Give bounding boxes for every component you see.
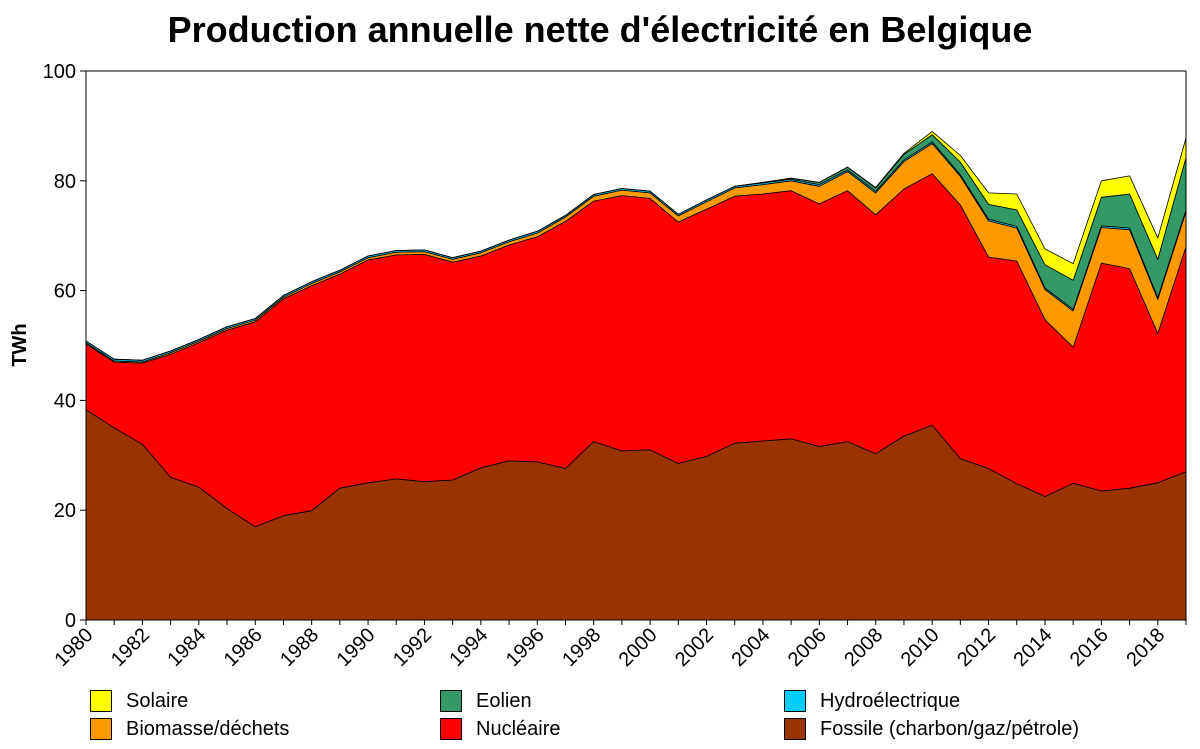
legend-label-hydro: Hydroélectrique [820,689,961,712]
legend-swatch-biomasse [90,718,112,740]
legend-swatch-fossile [784,718,806,740]
legend-item-eolien: Eolien [440,687,532,715]
x-tick-label: 2012 [953,624,1000,671]
legend-label-eolien: Eolien [476,689,532,712]
x-tick-label: 2000 [615,624,662,671]
x-tick-label: 1982 [107,624,154,671]
x-tick-label: 2006 [784,624,831,671]
plot-frame [85,70,1187,621]
legend: Solaire Biomasse/déchets Eolien Nucléair… [0,686,1200,746]
legend-label-fossile: Fossile (charbon/gaz/pétrole) [820,717,1080,740]
x-tick-label: 1994 [445,624,492,671]
y-tick-label: 0 [65,610,76,632]
legend-label-biomasse: Biomasse/déchets [126,717,290,740]
y-tick-label: 80 [54,171,76,193]
legend-swatch-solaire [90,690,112,712]
x-tick-label: 1990 [333,624,380,671]
x-tick-label: 1996 [502,624,549,671]
x-tick-label: 1988 [276,624,323,671]
x-tick-label: 2018 [1122,624,1169,671]
legend-item-hydro: Hydroélectrique [784,687,960,715]
x-tick-label: 1980 [51,624,98,671]
legend-label-nucleaire: Nucléaire [476,717,561,740]
area-layer [85,131,1187,621]
y-tick-label: 100 [43,61,76,83]
legend-label-solaire: Solaire [126,689,189,712]
y-tick-label: 60 [54,281,76,303]
x-tick-label: 2016 [1066,624,1113,671]
legend-item-fossile: Fossile (charbon/gaz/pétrole) [784,715,1079,743]
legend-item-nucleaire: Nucléaire [440,715,560,743]
x-tick-label: 2008 [840,624,887,671]
x-tick-label: 2010 [897,624,944,671]
legend-item-solaire: Solaire [90,687,188,715]
legend-item-biomasse: Biomasse/déchets [90,715,289,743]
legend-swatch-nucleaire [440,718,462,740]
chart-title: Production annuelle nette d'électricité … [167,9,1033,50]
x-tick-label: 2014 [1009,624,1056,671]
legend-swatch-hydro [784,690,806,712]
x-tick-label: 1986 [220,624,267,671]
y-tick-label: 20 [54,500,76,522]
y-axis-label: TWh [9,323,31,366]
y-tick-label: 40 [54,390,76,412]
x-tick-label: 1984 [163,624,210,671]
x-tick-label: 2004 [727,624,774,671]
legend-swatch-eolien [440,690,462,712]
x-tick-label: 2002 [671,624,718,671]
x-tick-label: 1998 [558,624,605,671]
x-tick-label: 1992 [389,624,436,671]
